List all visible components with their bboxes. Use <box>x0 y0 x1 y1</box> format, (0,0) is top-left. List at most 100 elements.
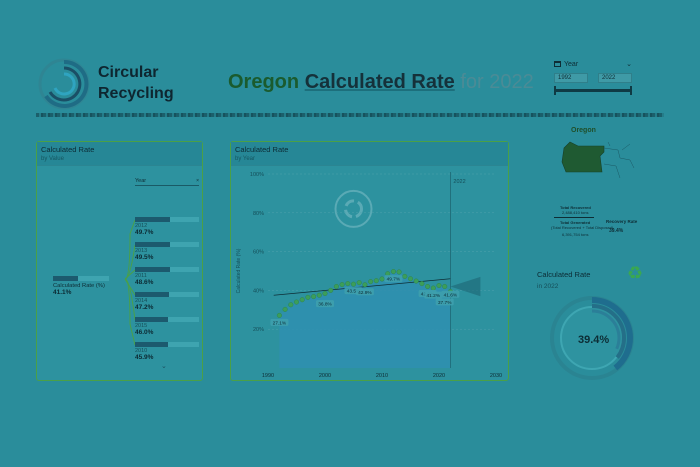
leaf-value: 48.6% <box>135 279 154 286</box>
tree-root-node[interactable]: Calculated Rate (%) 41.1% <box>53 276 123 296</box>
data-point <box>282 306 288 312</box>
data-point <box>345 281 351 287</box>
data-point <box>333 284 339 290</box>
data-point <box>413 278 419 284</box>
gauge-arc <box>558 304 626 372</box>
gauge-title: Calculated Rate <box>537 270 591 279</box>
close-icon[interactable]: × <box>196 178 199 184</box>
data-point <box>425 284 431 290</box>
recycle-icon: ♻ <box>627 263 644 283</box>
data-point <box>419 281 425 287</box>
data-point <box>396 269 402 275</box>
year-slicer-label: Year <box>564 60 579 68</box>
panel-title: Calculated Rate <box>235 145 289 154</box>
leaf-value: 46.0% <box>135 329 154 336</box>
watermark-recycle-icon <box>334 189 373 228</box>
x-tick-label: 2030 <box>490 373 502 379</box>
data-label: 41.6% <box>444 292 458 298</box>
tree-level-label[interactable]: Year × <box>135 178 199 186</box>
chevron-down-icon[interactable]: ⌄ <box>626 61 632 68</box>
map-state-label: Oregon <box>571 127 596 134</box>
calendar-icon <box>554 61 561 67</box>
recovery-rate-value: 39.4% <box>609 228 624 234</box>
y-tick-label: 40% <box>253 288 264 294</box>
data-point <box>356 280 362 286</box>
gauge-value: 39.4% <box>578 334 610 346</box>
y-tick-label: 60% <box>253 250 264 256</box>
decomposition-tree-panel[interactable]: Calculated Rate by Value Year × Calculate… <box>36 141 203 381</box>
watermark-inner <box>344 199 363 219</box>
chevron-down-icon[interactable]: ⌄ <box>161 363 167 370</box>
year-range-track[interactable] <box>554 86 632 95</box>
tree-leaf-node[interactable]: 2013 49.5% <box>135 242 199 261</box>
oregon-map[interactable] <box>560 138 650 198</box>
leaf-year: 2013 <box>135 248 148 254</box>
tree-leaf-node[interactable]: 2015 46.0% <box>135 317 199 336</box>
rate-by-year-panel[interactable]: Calculated Rate by Year 20% 40% 60% 80% 100%… <box>230 141 509 381</box>
data-label: 49.7% <box>387 277 401 283</box>
page-title: Oregon Calculated Rate for 2022 <box>228 70 534 94</box>
year-end-input[interactable]: 2022 <box>598 73 632 83</box>
area-fill <box>279 271 451 368</box>
data-point <box>339 282 345 288</box>
data-label-bg <box>384 275 403 283</box>
data-point <box>362 282 368 288</box>
brand-name: Circular Recycling <box>98 64 174 102</box>
data-point <box>316 292 322 298</box>
tree-leaf-node[interactable]: 2011 48.6% <box>135 267 199 286</box>
leaf-year: 2012 <box>135 223 148 229</box>
data-point <box>407 276 413 282</box>
rate-gauge <box>550 296 634 380</box>
gauge-arc <box>563 309 621 367</box>
forecast-cone <box>450 276 481 297</box>
gauge-subtitle: in 2022 <box>537 283 559 290</box>
root-value: 41.1% <box>53 289 72 296</box>
data-point <box>299 297 305 303</box>
y-tick-label: 100% <box>250 172 264 178</box>
recovery-rate-label: Recovery Rate <box>606 219 638 224</box>
leaf-value: 49.5% <box>135 254 154 261</box>
x-tick-label: 1990 <box>262 373 274 379</box>
root-label: Calculated Rate (%) <box>53 283 105 289</box>
data-point <box>379 276 385 282</box>
data-point <box>350 281 356 287</box>
y-axis-label: Calculated Rate (%) <box>236 248 242 293</box>
data-point <box>430 285 436 291</box>
data-point <box>368 279 374 285</box>
data-point <box>373 278 379 284</box>
title-metric: Calculated Rate <box>304 71 455 93</box>
panel-title: Calculated Rate <box>41 145 95 154</box>
tree-leaf-node[interactable]: 2012 49.7% <box>135 217 199 236</box>
data-point <box>276 312 282 318</box>
circular-logo-icon <box>38 58 90 110</box>
tree-leaf-node[interactable]: 2014 47.2% <box>135 292 199 311</box>
title-state: Oregon <box>228 71 300 93</box>
tree-leaf-node[interactable]: 2010 45.9% <box>135 342 199 361</box>
totals-block: Total Recovered 2,488,410 tons Total Gen… <box>551 205 614 237</box>
year-range-slicer[interactable]: Year ⌄ 1992 2022 <box>554 60 632 95</box>
data-point <box>288 302 294 308</box>
year-start-input[interactable]: 1992 <box>554 73 588 83</box>
scatter-chart[interactable]: 20%40%60%80%100%1990 2000 2010 2020 2030Calc… <box>231 142 510 382</box>
header-divider <box>36 113 664 117</box>
data-point <box>311 294 317 300</box>
gauge-arc <box>551 297 633 379</box>
data-point <box>322 291 328 297</box>
x-tick-label: 2000 <box>319 373 331 379</box>
leaf-year: 2010 <box>135 348 148 354</box>
title-year: for 2022 <box>460 71 534 93</box>
data-label-bg <box>355 288 374 296</box>
panel-subtitle: by Year <box>235 156 256 162</box>
y-tick-label: 80% <box>253 211 264 217</box>
data-label: 41.2% <box>426 293 440 299</box>
data-label-bg <box>424 291 443 299</box>
data-label: 42.9% <box>358 290 372 296</box>
data-label: 36.8% <box>318 302 332 308</box>
data-label-bg <box>441 290 460 298</box>
data-point <box>402 273 408 279</box>
x-tick-label: 2020 <box>433 373 445 379</box>
data-point <box>390 269 396 275</box>
leaf-year: 2015 <box>135 323 148 329</box>
leaf-year: 2011 <box>135 273 147 279</box>
data-label: 37.7% <box>438 300 452 306</box>
